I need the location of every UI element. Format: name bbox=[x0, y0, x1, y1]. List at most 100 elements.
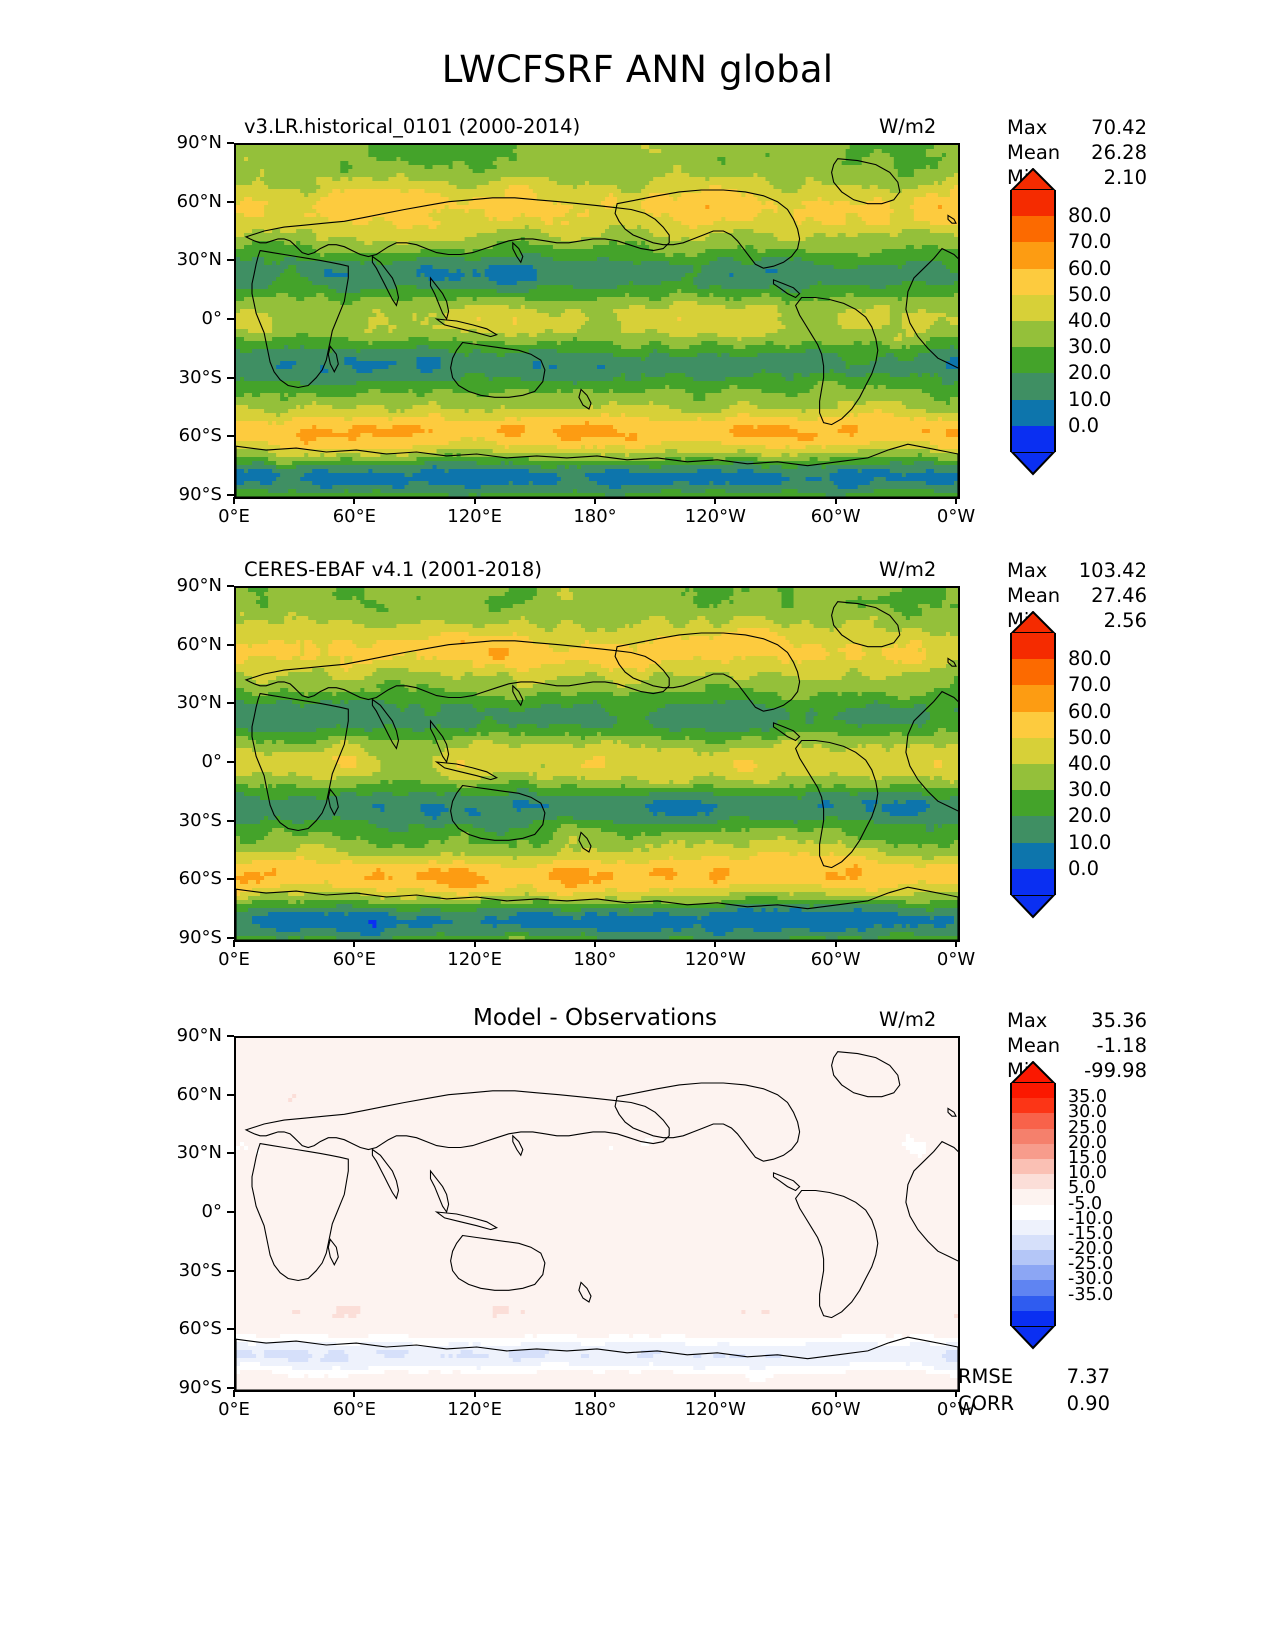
x-tick bbox=[233, 497, 235, 504]
colorbar-model[interactable] bbox=[1010, 168, 1056, 476]
y-tick-label: 90°S bbox=[178, 927, 222, 948]
x-tick-label: 60°E bbox=[332, 506, 376, 527]
x-tick bbox=[834, 1390, 837, 1397]
x-tick bbox=[233, 940, 235, 947]
colorbar-segment bbox=[1012, 1310, 1054, 1326]
y-tick-label: 60°N bbox=[176, 190, 222, 212]
stat-row: Mean -1.18 bbox=[1007, 1033, 1147, 1058]
stat-value: 70.42 bbox=[1091, 116, 1147, 139]
x-tick bbox=[353, 497, 356, 504]
colorbar-segment bbox=[1012, 711, 1054, 738]
colorbar-segment bbox=[1012, 1143, 1054, 1159]
x-tick-label: 120°W bbox=[684, 1399, 746, 1420]
x-tick bbox=[353, 940, 356, 947]
x-tick-label: 0°E bbox=[218, 949, 250, 970]
y-tick bbox=[227, 1035, 234, 1037]
footer-value: 0.90 bbox=[1066, 1392, 1110, 1415]
colorbar-tick-label: 5.0 bbox=[1068, 1178, 1096, 1199]
y-tick-label: 0° bbox=[201, 308, 222, 329]
colorbar-top-arrow bbox=[1010, 611, 1056, 633]
y-tick-label: 90°N bbox=[176, 1025, 222, 1046]
colorbar-body bbox=[1010, 190, 1056, 452]
y-tick-label: 90°S bbox=[178, 1377, 222, 1398]
y-tick bbox=[227, 878, 234, 881]
stat-row: Max 70.42 bbox=[1007, 115, 1147, 140]
colorbar-tick-label: 20.0 bbox=[1068, 804, 1112, 828]
skill-scores: RMSE 7.37 CORR 0.90 bbox=[958, 1363, 1110, 1417]
colorbar-segment bbox=[1012, 842, 1054, 869]
y-tick bbox=[227, 494, 234, 496]
x-tick bbox=[834, 497, 837, 504]
x-tick-label: 120°W bbox=[684, 506, 746, 527]
colorbar-tick-label: -5.0 bbox=[1068, 1193, 1103, 1214]
colorbar-difference[interactable] bbox=[1010, 1061, 1056, 1350]
y-tick-label: 60°N bbox=[176, 633, 222, 655]
footer-label: CORR bbox=[958, 1392, 1015, 1415]
panel-title: CERES-EBAF v4.1 (2001-2018) bbox=[244, 558, 542, 581]
stat-row: Max 103.42 bbox=[1007, 558, 1147, 583]
y-tick bbox=[227, 376, 234, 379]
x-tick bbox=[714, 497, 717, 504]
footer-value: 7.37 bbox=[1066, 1365, 1110, 1388]
y-tick bbox=[227, 937, 234, 939]
x-tick-label: 60°E bbox=[332, 1399, 376, 1420]
colorbar-tick-label: 15.0 bbox=[1068, 1147, 1107, 1168]
colorbar-top-arrow bbox=[1010, 1061, 1056, 1083]
y-tick bbox=[227, 1328, 234, 1331]
colorbar-segment bbox=[1012, 1295, 1054, 1311]
colorbar-segment bbox=[1012, 633, 1054, 660]
colorbar-tick-label: -20.0 bbox=[1068, 1239, 1114, 1260]
map-model[interactable] bbox=[234, 143, 960, 499]
x-tick bbox=[473, 940, 476, 947]
y-tick-label: 60°S bbox=[178, 868, 222, 890]
x-tick bbox=[834, 940, 837, 947]
colorbar-segment bbox=[1012, 320, 1054, 348]
colorbar-segment bbox=[1012, 685, 1054, 712]
map-observations[interactable] bbox=[234, 586, 960, 942]
colorbar-segment bbox=[1012, 347, 1054, 374]
colorbar-tick-label: 50.0 bbox=[1068, 725, 1112, 749]
y-tick bbox=[227, 1152, 234, 1155]
colorbar-tick-label: 30.0 bbox=[1068, 1102, 1107, 1123]
panel-title: v3.LR.historical_0101 (2000-2014) bbox=[244, 115, 581, 138]
colorbar-segment bbox=[1012, 268, 1054, 295]
y-tick bbox=[227, 643, 234, 646]
colorbar-segment bbox=[1012, 1098, 1054, 1114]
stat-label: Mean bbox=[1007, 1034, 1061, 1057]
x-tick bbox=[955, 1390, 957, 1397]
stat-value: 2.10 bbox=[1103, 166, 1147, 189]
x-tick bbox=[594, 497, 596, 504]
x-tick-label: 120°E bbox=[447, 1399, 503, 1420]
y-tick bbox=[227, 819, 234, 822]
coastlines bbox=[236, 1051, 958, 1390]
map-difference[interactable] bbox=[234, 1036, 960, 1392]
y-tick bbox=[227, 1387, 234, 1389]
colorbar-observations[interactable] bbox=[1010, 611, 1056, 919]
colorbar-tick-label: -30.0 bbox=[1068, 1269, 1114, 1290]
colorbar-segment bbox=[1012, 1174, 1054, 1190]
stat-value: -1.18 bbox=[1096, 1034, 1147, 1057]
x-tick bbox=[473, 497, 476, 504]
colorbar-segment bbox=[1012, 868, 1054, 895]
colorbar-tick-label: 10.0 bbox=[1068, 387, 1112, 411]
units-label: W/m2 bbox=[879, 1008, 937, 1031]
colorbar-tick-label: -10.0 bbox=[1068, 1208, 1114, 1229]
colorbar-tick-label: 70.0 bbox=[1068, 230, 1112, 254]
x-tick-label: 180° bbox=[573, 1399, 617, 1420]
x-tick-label: 60°W bbox=[810, 506, 861, 527]
colorbar-tick-label: 30.0 bbox=[1068, 335, 1112, 359]
colorbar-bottom-arrow bbox=[1010, 1326, 1056, 1350]
footer-row: RMSE 7.37 bbox=[958, 1363, 1110, 1390]
colorbar-segment bbox=[1012, 1158, 1054, 1175]
colorbar-tick-label: 80.0 bbox=[1068, 204, 1112, 228]
colorbar-segment bbox=[1012, 1204, 1054, 1220]
y-tick-label: 30°N bbox=[176, 1142, 222, 1164]
y-tick-label: 60°S bbox=[178, 1318, 222, 1340]
units-label: W/m2 bbox=[879, 115, 937, 138]
colorbar-tick-label: 20.0 bbox=[1068, 361, 1112, 385]
colorbar-segment bbox=[1012, 399, 1054, 426]
colorbar-segment bbox=[1012, 242, 1054, 269]
colorbar-tick-label: 10.0 bbox=[1068, 1163, 1107, 1184]
